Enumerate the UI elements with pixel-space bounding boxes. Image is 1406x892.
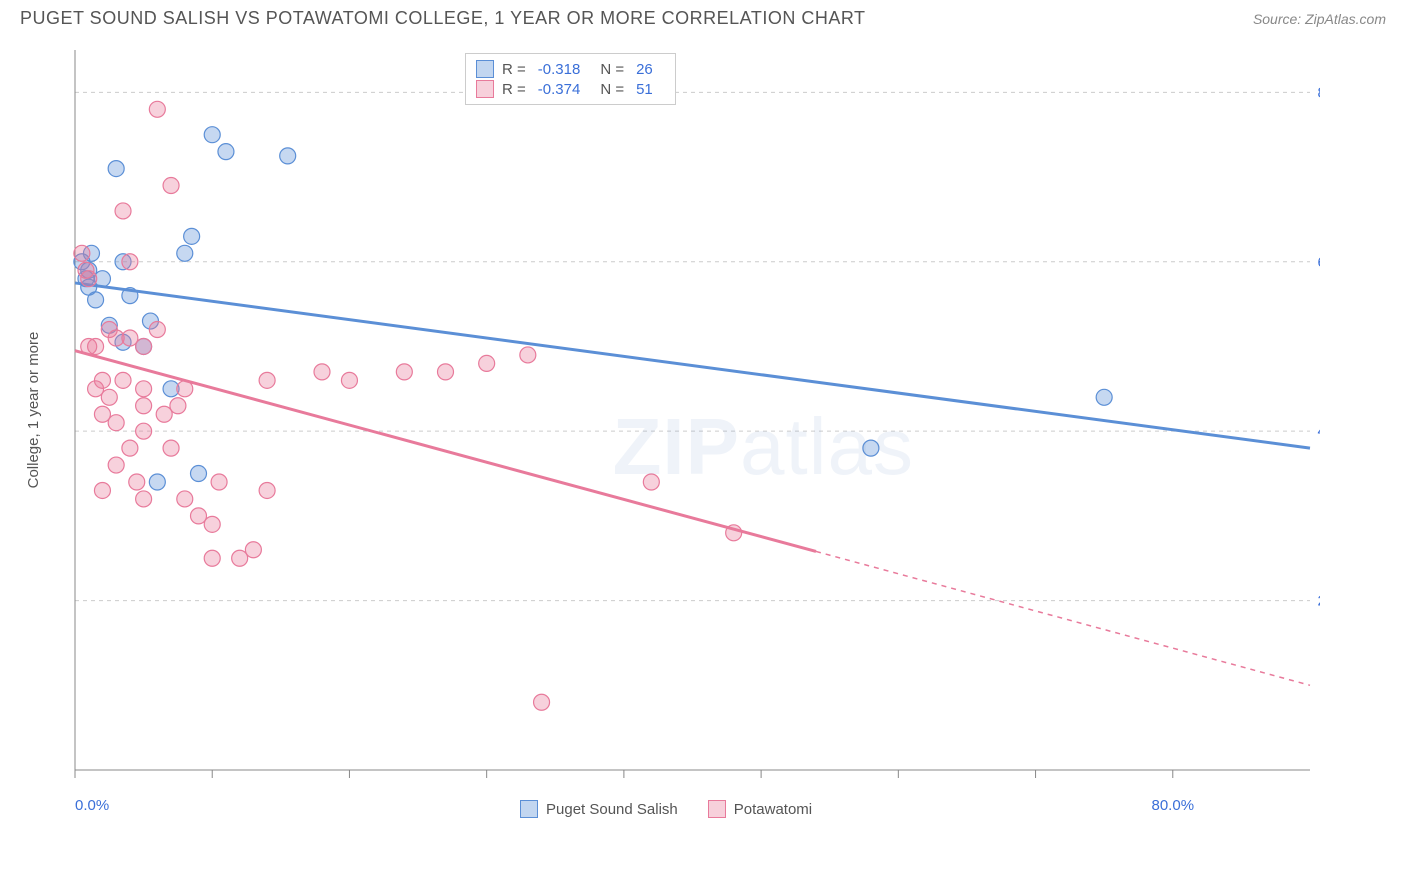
legend-swatch bbox=[520, 800, 538, 818]
data-point bbox=[122, 330, 138, 346]
data-point bbox=[94, 406, 110, 422]
svg-text:40.0%: 40.0% bbox=[1317, 423, 1320, 440]
data-point bbox=[115, 203, 131, 219]
data-point bbox=[88, 292, 104, 308]
data-point bbox=[218, 144, 234, 160]
svg-text:60.0%: 60.0% bbox=[1317, 254, 1320, 271]
trend-line bbox=[75, 351, 816, 552]
svg-text:80.0%: 80.0% bbox=[1152, 797, 1195, 814]
n-label: N = bbox=[600, 61, 624, 78]
data-point bbox=[122, 254, 138, 270]
trend-line bbox=[75, 283, 1310, 448]
data-point bbox=[163, 178, 179, 194]
data-point bbox=[177, 245, 193, 261]
data-point bbox=[136, 491, 152, 507]
legend-swatch bbox=[708, 800, 726, 818]
n-value: 51 bbox=[636, 81, 653, 98]
data-point bbox=[191, 508, 207, 524]
data-point bbox=[643, 474, 659, 490]
data-point bbox=[149, 474, 165, 490]
data-point bbox=[94, 372, 110, 388]
data-point bbox=[101, 389, 117, 405]
data-point bbox=[314, 364, 330, 380]
legend-swatch bbox=[476, 80, 494, 98]
data-point bbox=[204, 550, 220, 566]
data-point bbox=[184, 228, 200, 244]
data-point bbox=[259, 372, 275, 388]
r-label: R = bbox=[502, 61, 526, 78]
data-point bbox=[396, 364, 412, 380]
legend-item: Puget Sound Salish bbox=[520, 800, 678, 818]
data-point bbox=[520, 347, 536, 363]
legend-swatch bbox=[476, 60, 494, 78]
svg-text:College, 1 year or more: College, 1 year or more bbox=[25, 332, 42, 489]
n-value: 26 bbox=[636, 61, 653, 78]
data-point bbox=[245, 542, 261, 558]
data-point bbox=[211, 474, 227, 490]
data-point bbox=[280, 148, 296, 164]
trend-line-extrapolated bbox=[816, 551, 1310, 685]
data-point bbox=[341, 372, 357, 388]
data-point bbox=[108, 161, 124, 177]
stats-legend-row: R = -0.374 N = 51 bbox=[476, 80, 665, 98]
legend-label: Puget Sound Salish bbox=[546, 801, 678, 818]
data-point bbox=[136, 381, 152, 397]
svg-text:0.0%: 0.0% bbox=[75, 797, 109, 814]
data-point bbox=[1096, 389, 1112, 405]
data-point bbox=[136, 398, 152, 414]
data-point bbox=[163, 440, 179, 456]
data-point bbox=[74, 245, 90, 261]
n-label: N = bbox=[600, 81, 624, 98]
data-point bbox=[149, 322, 165, 338]
data-point bbox=[259, 482, 275, 498]
data-point bbox=[191, 466, 207, 482]
series-legend: Puget Sound Salish Potawatomi bbox=[520, 800, 812, 818]
data-point bbox=[94, 482, 110, 498]
data-point bbox=[108, 457, 124, 473]
svg-text:80.0%: 80.0% bbox=[1317, 84, 1320, 101]
data-point bbox=[534, 694, 550, 710]
stats-legend: R = -0.318 N = 26 R = -0.374 N = 51 bbox=[465, 53, 676, 105]
data-point bbox=[204, 516, 220, 532]
data-point bbox=[438, 364, 454, 380]
chart-container: 20.0% 40.0% 60.0% 80.0% 0.0% 80.0% College, 1 … bbox=[20, 40, 1386, 872]
data-point bbox=[81, 271, 97, 287]
data-point bbox=[204, 127, 220, 143]
data-point bbox=[149, 101, 165, 117]
chart-title: PUGET SOUND SALISH VS POTAWATOMI COLLEGE… bbox=[20, 8, 866, 29]
data-point bbox=[122, 440, 138, 456]
stats-legend-row: R = -0.318 N = 26 bbox=[476, 60, 665, 78]
data-point bbox=[479, 355, 495, 371]
data-point bbox=[863, 440, 879, 456]
legend-item: Potawatomi bbox=[708, 800, 812, 818]
r-value: -0.318 bbox=[538, 61, 581, 78]
source-label: Source: ZipAtlas.com bbox=[1253, 11, 1386, 27]
data-point bbox=[136, 423, 152, 439]
data-point bbox=[136, 338, 152, 354]
legend-label: Potawatomi bbox=[734, 801, 812, 818]
data-point bbox=[156, 406, 172, 422]
r-value: -0.374 bbox=[538, 81, 581, 98]
data-point bbox=[88, 338, 104, 354]
scatter-chart: 20.0% 40.0% 60.0% 80.0% 0.0% 80.0% College, 1 … bbox=[20, 40, 1320, 830]
data-point bbox=[115, 372, 131, 388]
data-point bbox=[108, 415, 124, 431]
data-point bbox=[177, 491, 193, 507]
r-label: R = bbox=[502, 81, 526, 98]
data-point bbox=[170, 398, 186, 414]
data-point bbox=[232, 550, 248, 566]
data-point bbox=[129, 474, 145, 490]
svg-text:20.0%: 20.0% bbox=[1317, 593, 1320, 610]
